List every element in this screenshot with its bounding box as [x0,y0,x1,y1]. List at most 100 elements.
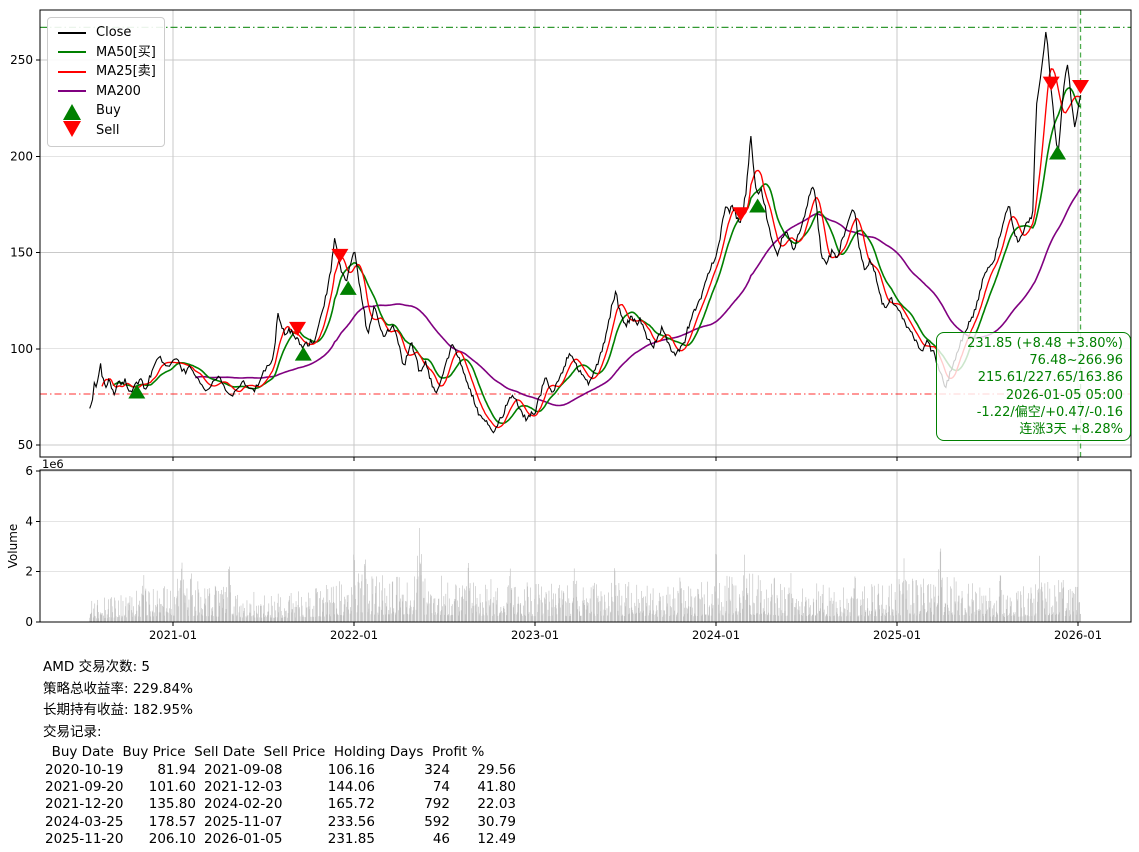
trade-cell: 41.80 [477,779,516,796]
trade-table: 2020-10-19 81.94 2021-09-08 106.16 324 29.56 2… [43,762,516,848]
x-tick-label: 2022-01 [330,628,378,642]
legend-item-label: MA25[卖] [96,64,156,79]
trade-cell: 29.56 [477,761,516,778]
legend-item: MA25[卖] [56,62,156,82]
legend-item: Sell [56,120,156,141]
buy-marker [1049,145,1067,160]
trade-cell: 2021-12-20 [45,796,124,813]
trade-cell: 106.16 [327,761,375,778]
volume-plot-frame [39,469,1132,623]
legend-line-swatch [58,90,86,93]
price-tick-label: 150 [10,246,33,260]
price-tick-label: 200 [10,149,33,163]
volume-tick-label: 2 [25,565,33,579]
annotation-line: 2026-01-05 05:00 [1005,387,1123,403]
legend-item-label: Sell [96,122,120,138]
volume-tick-label: 4 [25,514,33,528]
legend-item: MA50[买] [56,43,156,63]
legend-item: MA200 [56,82,156,102]
sell-marker [1072,79,1090,94]
x-tick-label: 2021-01 [149,628,197,642]
legend-item-label: MA200 [96,83,141,99]
close-line [89,31,1082,434]
trade-cell: 2024-02-20 [204,796,283,813]
trade-cell: 324 [424,761,450,778]
price-tick-label: 100 [10,342,33,356]
sell-marker [1042,76,1060,91]
strategy-return-line: 策略总收益率: 229.84% [43,680,193,697]
legend-line-swatch [58,70,86,73]
buy-triangle-icon [63,104,81,121]
buy-marker [294,346,312,361]
legend-line-swatch [58,51,86,54]
sell-triangle-icon [63,120,81,137]
trade-cell: 165.72 [327,796,375,813]
trade-cell: 2025-11-07 [204,813,283,830]
trade-cell: 2026-01-05 [204,831,283,848]
legend-item-label: MA50[买] [96,44,156,60]
trade-cell: 22.03 [477,796,516,813]
trade-cell: 792 [424,796,450,813]
volume-tick-label: 6 [25,464,33,478]
price-tick-label: 250 [10,53,33,67]
price-tick-label: 50 [18,438,33,452]
trade-cell: 206.10 [148,831,196,848]
strategy-summary: AMD 交易次数: 5 策略总收益率: 229.84% 长期持有收益: 182.… [43,657,516,848]
legend-item-label: Buy [96,103,121,118]
trade-row: 2021-12-20 135.80 2024-02-20 165.72 792 22.03 [43,796,516,813]
trade-cell: 2025-11-20 [45,831,124,848]
hold-return-line: 长期持有收益: 182.95% [43,702,193,719]
legend-item-label: Close [96,25,132,40]
trade-cell: 2021-09-08 [204,761,283,778]
sell-marker [331,248,349,263]
trade-cell: 46 [432,831,450,848]
trade-cell: 74 [432,779,450,796]
price-volume-chart: 50 100 150 200 250 0 2 4 6 2021-01 2022-01 2023-01 2… [10,9,1132,642]
annotation-line: 连涨3天 +8.28% [1019,422,1123,438]
volume-bars [89,527,1081,622]
trade-cell: 2020-10-19 [45,761,124,778]
ma200-line [195,188,1082,407]
trade-records-line: 交易记录: [43,723,102,740]
annotation-line: 215.61/227.65/163.86 [977,370,1123,386]
trade-row: 2024-03-25 178.57 2025-11-07 233.56 592 30.79 [43,814,516,831]
trade-cell: 233.56 [327,813,375,830]
buy-marker [128,384,146,399]
volume-tick-label: 0 [25,615,33,629]
trade-cell: 2024-03-25 [45,813,124,830]
trade-count-line: AMD 交易次数: 5 [43,659,150,675]
annotation-line: 76.48~266.96 [1029,353,1123,369]
legend-item: Close [56,23,156,43]
legend-item: Buy [56,101,156,121]
trade-row: 2021-09-20 101.60 2021-12-03 144.06 74 41.80 [43,779,516,796]
trade-cell: 2021-12-03 [204,779,283,796]
sell-marker [732,207,750,222]
trade-row: 2025-11-20 206.10 2026-01-05 231.85 46 12.49 [43,831,516,848]
trade-cell: 231.85 [327,831,375,848]
trade-cell: 81.94 [157,761,196,778]
sell-marker [289,321,307,336]
trade-cell: 2021-09-20 [45,779,124,796]
x-tick-label: 2026-01 [1054,628,1102,642]
x-tick-label: 2024-01 [692,628,740,642]
buy-marker [749,198,767,213]
trade-table-header: Buy Date Buy Price Sell Date Sell Price … [43,744,485,761]
volume-axis-multiplier: 1e6 [42,457,64,471]
trade-cell: 592 [424,813,450,830]
x-tick-label: 2023-01 [511,628,559,642]
buy-marker [339,280,357,295]
ma25-line [101,68,1081,429]
main-plot-frame [39,9,1132,458]
current-price-annotation: 231.85 (+8.48 +3.80%) 76.48~266.96 215.61/… [936,332,1131,441]
trade-cell: 12.49 [477,831,516,848]
annotation-line: -1.22/偏空/+0.47/-0.16 [976,404,1123,420]
annotation-line: 231.85 (+8.48 +3.80%) [967,336,1123,351]
trade-cell: 101.60 [148,779,196,796]
trade-cell: 144.06 [327,779,375,796]
volume-axis-label: Volume [6,523,20,569]
trade-row: 2020-10-19 81.94 2021-09-08 106.16 324 29.56 [43,762,516,779]
legend-line-swatch [58,31,86,34]
trade-cell: 30.79 [477,813,516,830]
x-tick-label: 2025-01 [873,628,921,642]
